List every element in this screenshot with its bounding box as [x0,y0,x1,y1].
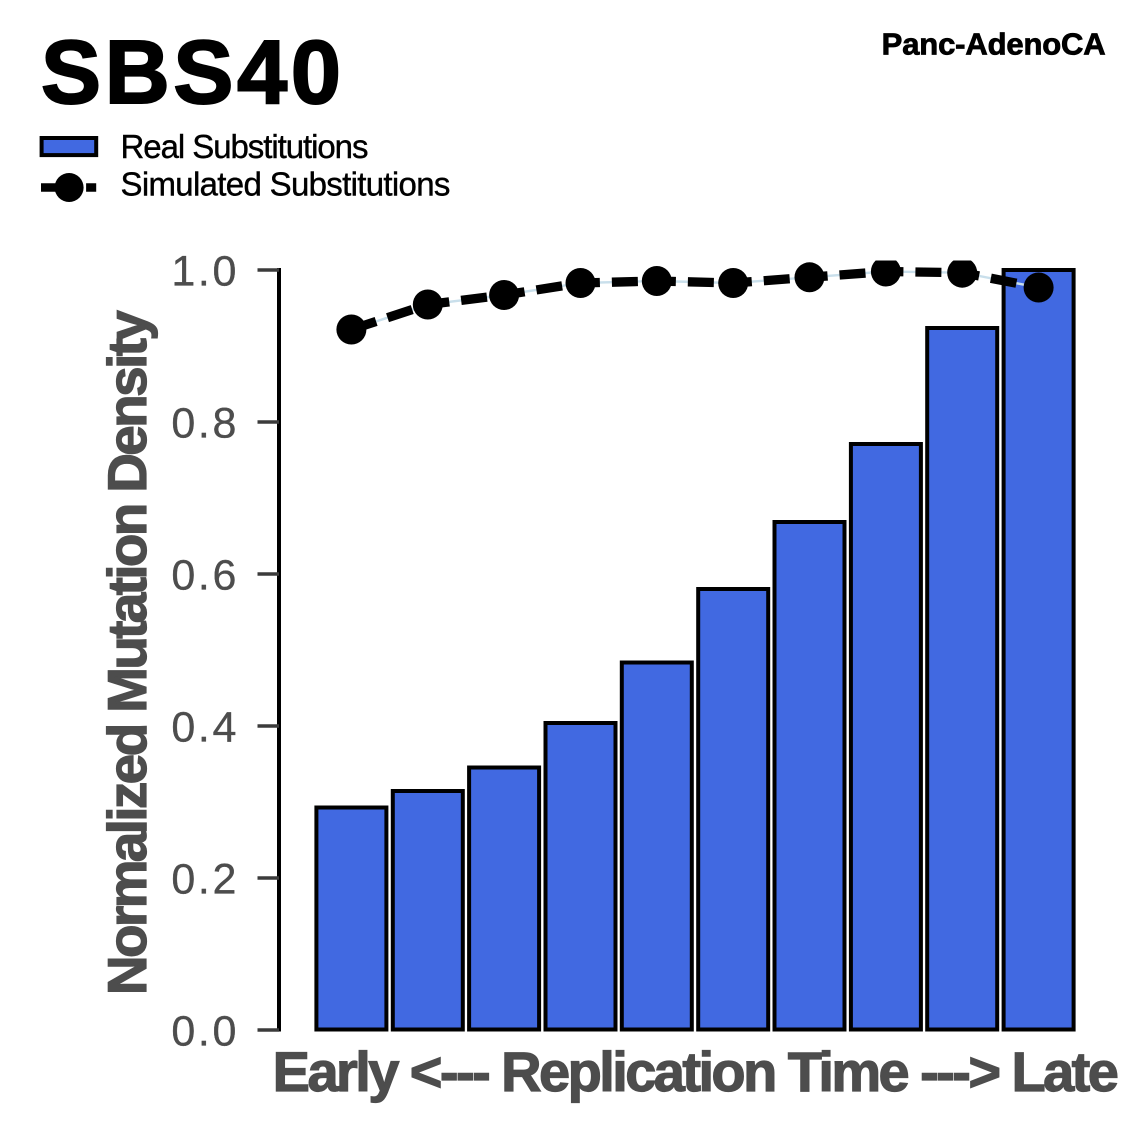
svg-text:Simulated Substitutions: Simulated Substitutions [121,166,450,203]
svg-text:0.0: 0.0 [171,1008,239,1056]
svg-text:Early <--- Replication Time --: Early <--- Replication Time ---> Late [273,1040,1118,1103]
svg-text:0.4: 0.4 [171,704,239,752]
svg-text:Normalized Mutation Density: Normalized Mutation Density [96,310,158,995]
svg-text:0.8: 0.8 [171,400,239,448]
svg-text:0.2: 0.2 [171,856,239,904]
svg-text:0.6: 0.6 [171,552,239,600]
svg-text:SBS40: SBS40 [41,23,345,123]
svg-text:1.0: 1.0 [171,248,239,296]
svg-text:Real Substitutions: Real Substitutions [121,128,368,165]
svg-text:Panc-AdenoCA: Panc-AdenoCA [882,27,1106,62]
